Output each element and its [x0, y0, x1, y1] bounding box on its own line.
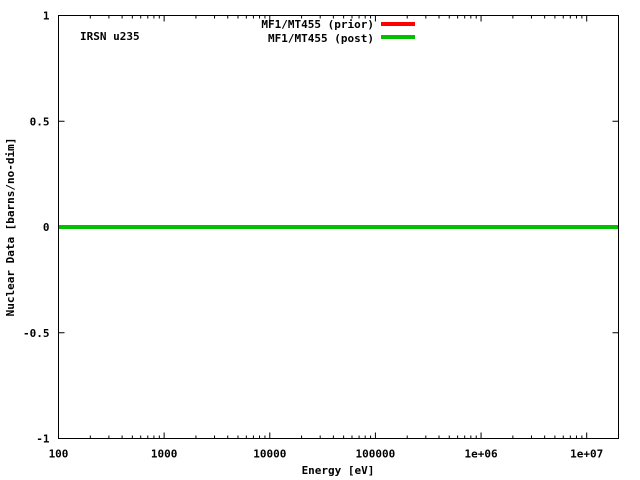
legend-label-prior: MF1/MT455 (prior): [261, 18, 374, 31]
ticks: 100 1000 10000 100000 1e+06 1e+07 -1 -0.5 0 0.5 1: [23, 10, 619, 461]
x-tick-label: 1000: [151, 448, 178, 461]
y-tick-label: 0: [43, 221, 50, 234]
x-tick-label: 1e+06: [464, 448, 497, 461]
legend: MF1/MT455 (prior) MF1/MT455 (post): [261, 18, 415, 45]
y-tick-label: 0.5: [30, 115, 50, 128]
plot-frame: [58, 15, 619, 439]
legend-label-post: MF1/MT455 (post): [268, 32, 374, 45]
y-tick-label: -1: [36, 433, 50, 446]
y-tick-label: 1: [43, 10, 50, 23]
x-tick-label: 100: [49, 448, 69, 461]
x-tick-label: 100000: [356, 448, 396, 461]
x-axis-label: Energy [eV]: [302, 464, 375, 477]
y-axis-label: Nuclear Data [barns/no-dim]: [4, 138, 17, 317]
x-tick-label: 1e+07: [570, 448, 603, 461]
y-tick-label: -0.5: [23, 327, 50, 340]
annotation: IRSN u235: [80, 30, 140, 43]
x-tick-label: 10000: [253, 448, 286, 461]
